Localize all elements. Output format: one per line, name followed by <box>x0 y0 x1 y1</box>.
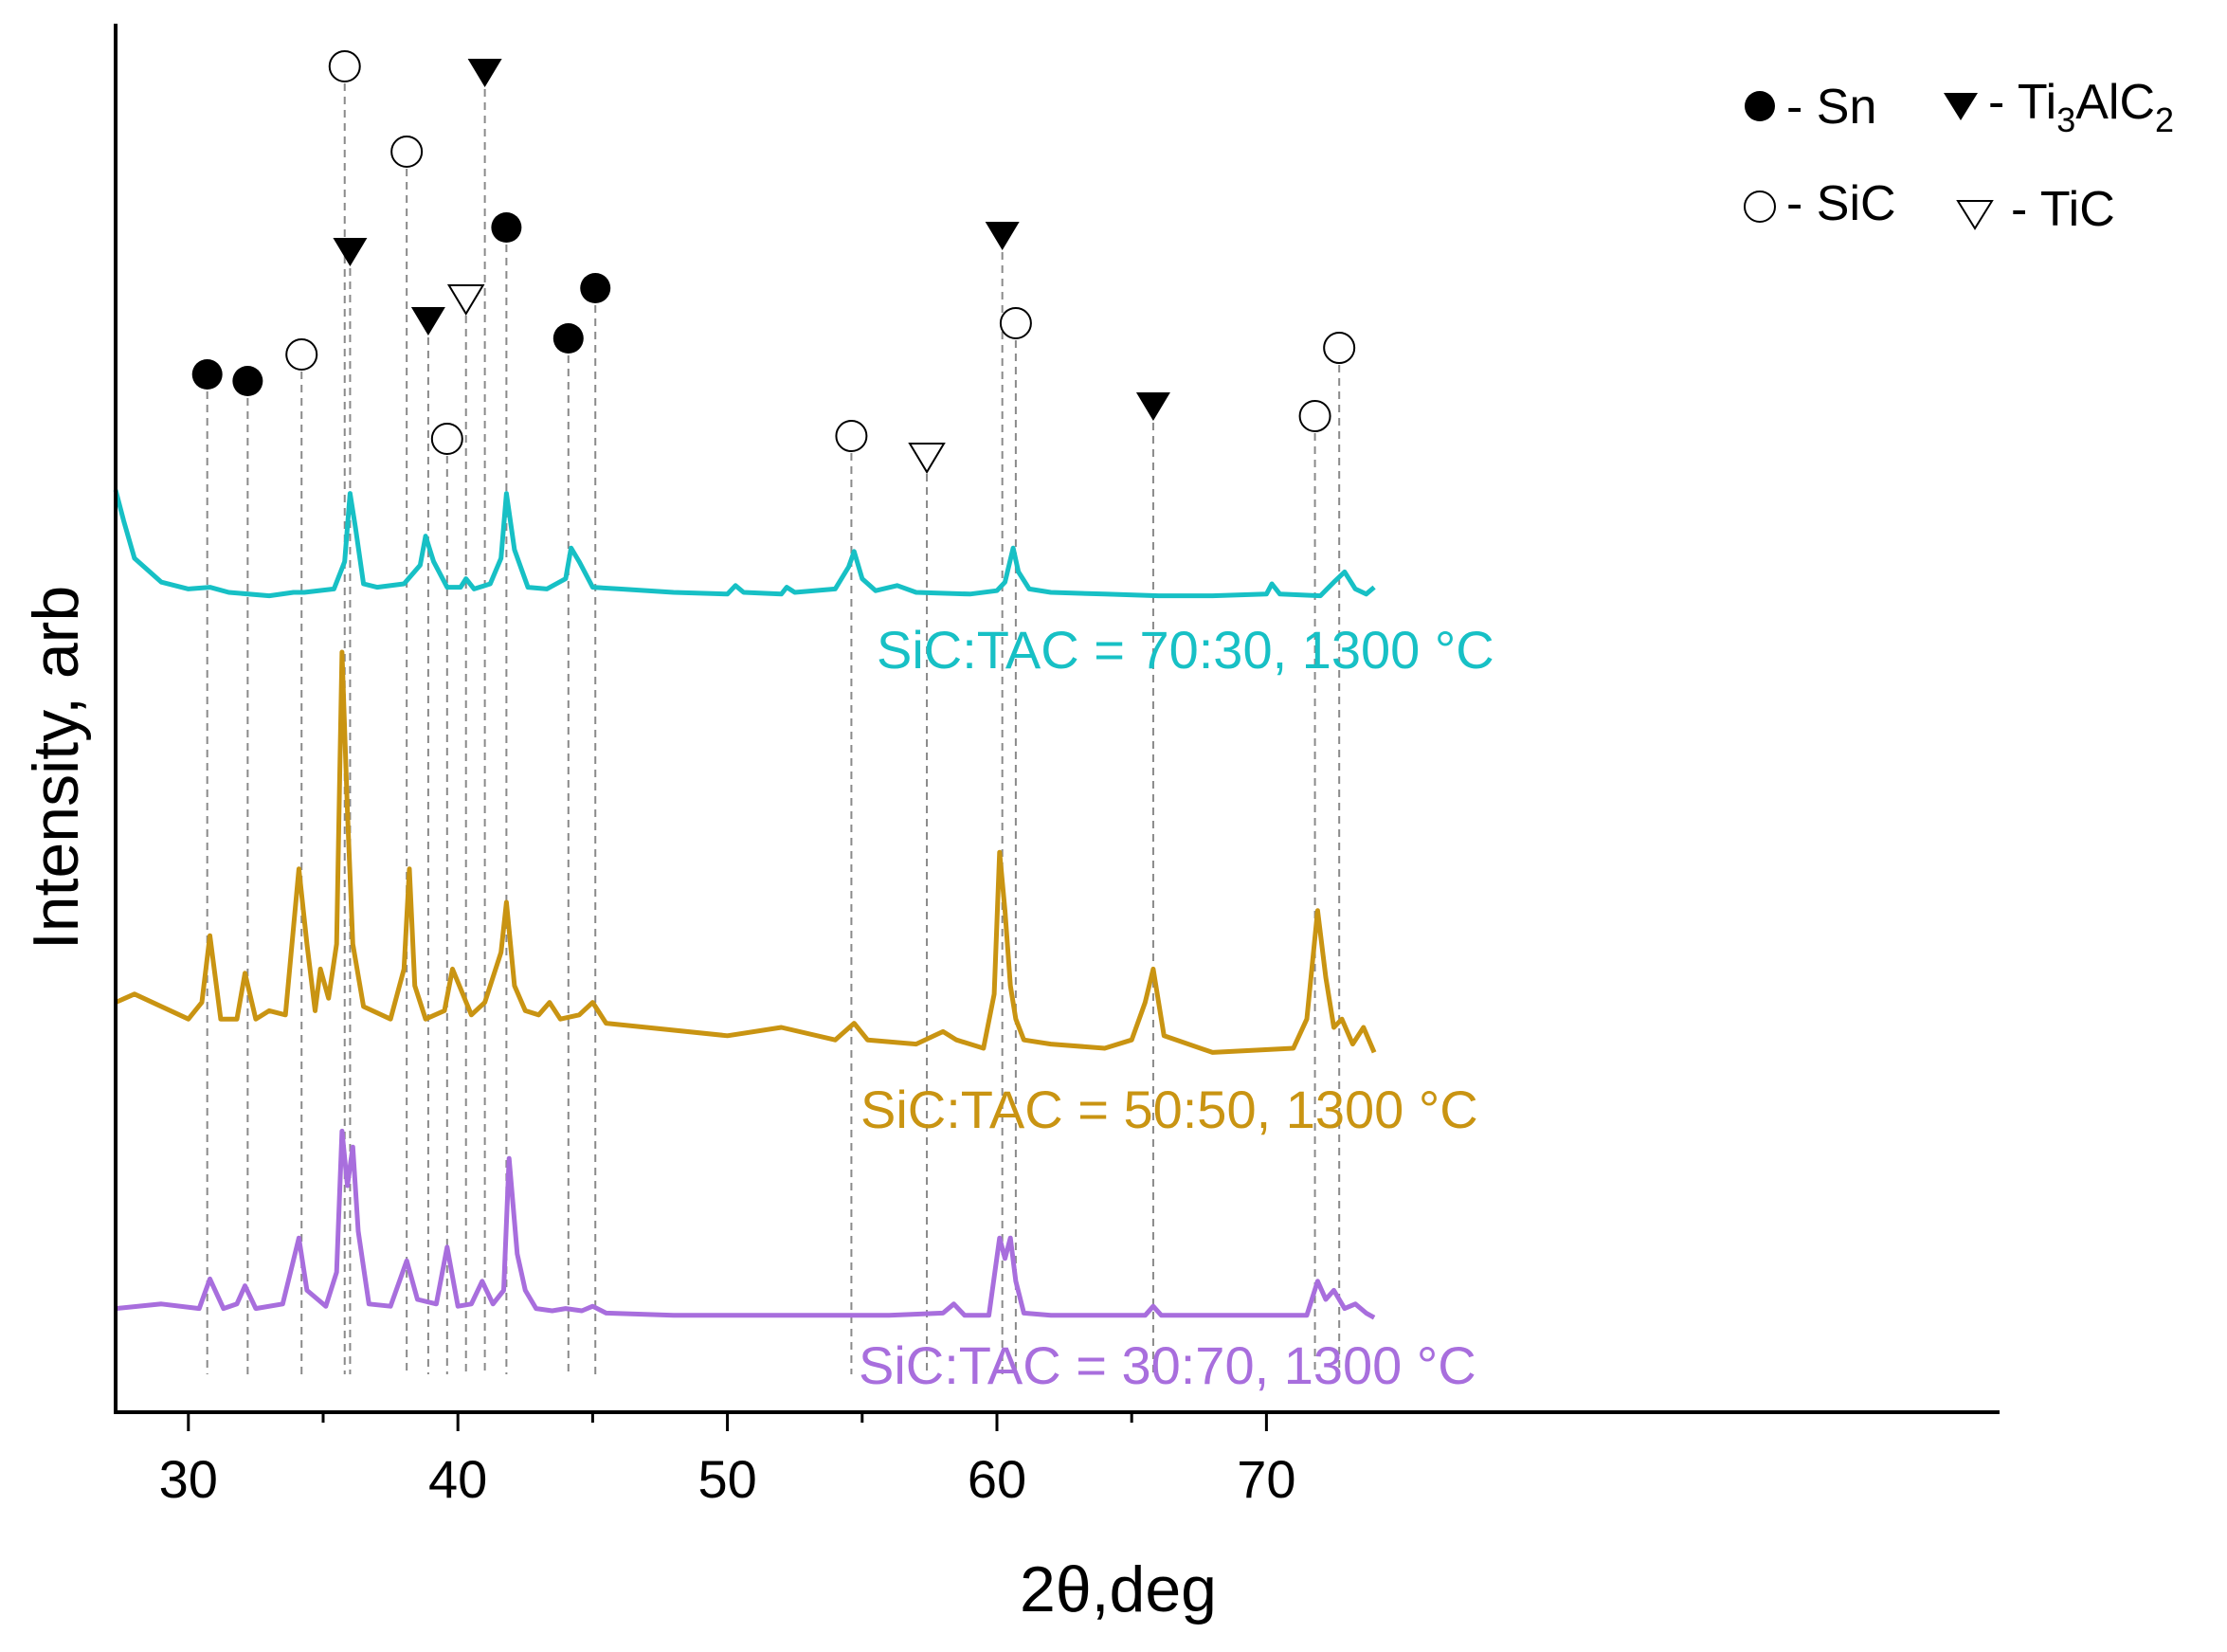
marker-sn <box>552 323 584 354</box>
legend-ti3alc2-label: - Ti3AlC2 <box>1988 75 2174 139</box>
marker-sic <box>328 50 361 82</box>
marker-ti3alc2 <box>985 222 1020 250</box>
marker-tic <box>446 284 485 316</box>
legend-sn-marker <box>1745 91 1775 121</box>
marker-sic <box>1298 400 1331 432</box>
x-tick-label: 60 <box>968 1449 1026 1509</box>
x-axis-label: 2θ,deg <box>1020 1553 1217 1625</box>
series-group <box>113 489 1377 1320</box>
x-tick-label: 70 <box>1237 1449 1295 1509</box>
marker-sic <box>1323 332 1356 364</box>
series-label-70-30: SiC:TAC = 70:30, 1300 °C <box>877 620 1494 680</box>
legend-ti3alc2-text-b: AlC <box>2075 75 2155 130</box>
legend-tic-label: - TiC <box>2011 182 2115 237</box>
legend-ti3alc2-marker <box>1944 93 1978 120</box>
phase-markers <box>191 50 1356 474</box>
legend-ti3alc2-text-a: - Ti <box>1988 75 2056 130</box>
series-line-0 <box>113 489 1376 599</box>
legend: - Sn - SiC - Ti3AlC2 - TiC <box>1744 75 2174 237</box>
marker-sn <box>491 212 522 243</box>
legend-ti3alc2-sub-a: 3 <box>2056 100 2075 139</box>
marker-sn <box>580 273 611 303</box>
marker-ti3alc2 <box>1135 392 1170 421</box>
legend-sn-label: - Sn <box>1786 80 1876 135</box>
reference-lines <box>206 83 1341 1374</box>
y-axis-label: Intensity, arb <box>20 586 92 950</box>
marker-ti3alc2 <box>467 59 502 87</box>
x-tick-label: 30 <box>159 1449 218 1509</box>
marker-tic <box>908 443 946 474</box>
marker-ti3alc2 <box>410 307 445 336</box>
legend-sic-label: - SiC <box>1786 176 1896 231</box>
marker-sn <box>191 359 223 390</box>
marker-ti3alc2 <box>333 238 368 266</box>
legend-ti3alc2-sub-b: 2 <box>2155 100 2174 139</box>
series-line-1 <box>114 649 1377 1055</box>
series-line-2 <box>115 1128 1376 1320</box>
legend-sic-marker <box>1744 191 1776 223</box>
x-ticks: 30 40 50 60 70 <box>159 1412 1296 1509</box>
x-tick-label: 50 <box>697 1449 756 1509</box>
x-tick-label: 40 <box>428 1449 487 1509</box>
marker-sic <box>430 423 463 455</box>
series-label-30-70: SiC:TAC = 30:70, 1300 °C <box>859 1335 1476 1395</box>
series-label-50-50: SiC:TAC = 50:50, 1300 °C <box>860 1080 1478 1139</box>
marker-sic <box>835 420 868 452</box>
legend-tic-marker <box>1956 200 1994 230</box>
marker-sic <box>999 307 1032 339</box>
marker-sic <box>285 338 318 371</box>
marker-sn <box>232 366 263 396</box>
marker-sic <box>390 136 424 168</box>
